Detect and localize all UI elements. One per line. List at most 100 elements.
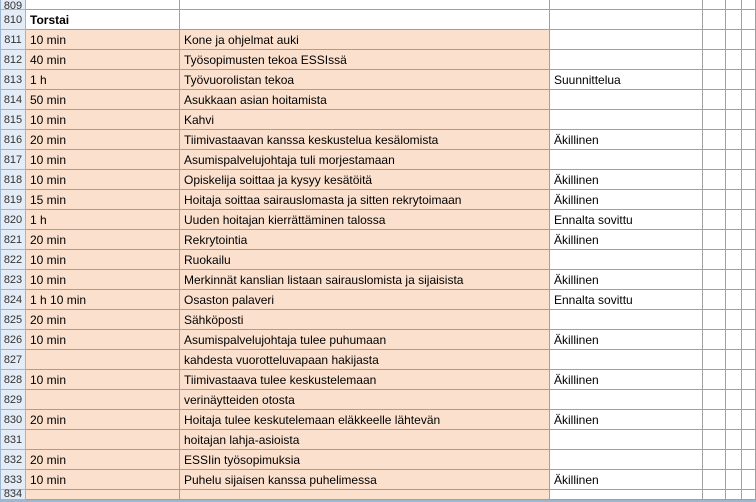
cell-g[interactable] <box>742 370 756 390</box>
cell-c[interactable]: Asumispalvelujohtaja tulee puhumaan <box>180 330 550 350</box>
cell-e[interactable] <box>703 230 726 250</box>
cell-b[interactable]: 1 h <box>26 70 180 90</box>
cell-b[interactable]: 40 min <box>26 50 180 70</box>
row-header[interactable]: 820 <box>0 210 26 230</box>
cell-d[interactable] <box>550 250 703 270</box>
cell-b[interactable]: 10 min <box>26 30 180 50</box>
cell-b[interactable]: 50 min <box>26 90 180 110</box>
cell-b[interactable] <box>26 490 180 500</box>
cell-b[interactable]: 20 min <box>26 130 180 150</box>
cell-f[interactable] <box>726 470 742 490</box>
cell-f[interactable] <box>726 170 742 190</box>
row-header[interactable]: 814 <box>0 90 26 110</box>
cell-f[interactable] <box>726 390 742 410</box>
cell-f[interactable] <box>726 450 742 470</box>
cell-e[interactable] <box>703 430 726 450</box>
cell-b[interactable]: Torstai <box>26 10 180 30</box>
cell-b[interactable]: 20 min <box>26 230 180 250</box>
cell-b[interactable]: 1 h 10 min <box>26 290 180 310</box>
cell-c[interactable]: Sähköposti <box>180 310 550 330</box>
cell-g[interactable] <box>742 50 756 70</box>
cell-c[interactable]: Osaston palaveri <box>180 290 550 310</box>
cell-e[interactable] <box>703 310 726 330</box>
cell-c[interactable]: Työvuorolistan tekoa <box>180 70 550 90</box>
cell-f[interactable] <box>726 210 742 230</box>
cell-b[interactable]: 1 h <box>26 210 180 230</box>
cell-g[interactable] <box>742 130 756 150</box>
row-header[interactable]: 834 <box>0 490 26 500</box>
cell-g[interactable] <box>742 190 756 210</box>
row-header[interactable]: 831 <box>0 430 26 450</box>
cell-e[interactable] <box>703 330 726 350</box>
cell-c[interactable]: kahdesta vuorotteluvapaan hakijasta <box>180 350 550 370</box>
row-header[interactable]: 828 <box>0 370 26 390</box>
cell-f[interactable] <box>726 110 742 130</box>
cell-b[interactable]: 10 min <box>26 270 180 290</box>
cell-c[interactable]: ESSIin työsopimuksia <box>180 450 550 470</box>
cell-f[interactable] <box>726 270 742 290</box>
row-header[interactable]: 817 <box>0 150 26 170</box>
cell-c[interactable]: Kone ja ohjelmat auki <box>180 30 550 50</box>
cell-e[interactable] <box>703 50 726 70</box>
cell-d[interactable] <box>550 450 703 470</box>
cell-d[interactable] <box>550 430 703 450</box>
row-header[interactable]: 827 <box>0 350 26 370</box>
cell-f[interactable] <box>726 370 742 390</box>
cell-g[interactable] <box>742 470 756 490</box>
cell-d[interactable] <box>550 30 703 50</box>
cell-d[interactable] <box>550 0 703 10</box>
cell-e[interactable] <box>703 130 726 150</box>
cell-d[interactable]: Suunnittelua <box>550 70 703 90</box>
row-header[interactable]: 822 <box>0 250 26 270</box>
cell-g[interactable] <box>742 170 756 190</box>
cell-e[interactable] <box>703 170 726 190</box>
cell-g[interactable] <box>742 270 756 290</box>
cell-g[interactable] <box>742 410 756 430</box>
row-header[interactable]: 812 <box>0 50 26 70</box>
cell-d[interactable]: Ennalta sovittu <box>550 290 703 310</box>
cell-e[interactable] <box>703 470 726 490</box>
cell-d[interactable] <box>550 310 703 330</box>
cell-g[interactable] <box>742 490 756 500</box>
cell-d[interactable]: Äkillinen <box>550 410 703 430</box>
cell-e[interactable] <box>703 390 726 410</box>
cell-b[interactable]: 20 min <box>26 410 180 430</box>
cell-g[interactable] <box>742 390 756 410</box>
cell-e[interactable] <box>703 30 726 50</box>
cell-c[interactable] <box>180 490 550 500</box>
cell-d[interactable] <box>550 150 703 170</box>
cell-g[interactable] <box>742 70 756 90</box>
cell-b[interactable]: 15 min <box>26 190 180 210</box>
cell-c[interactable]: Merkinnät kanslian listaan sairauslomist… <box>180 270 550 290</box>
cell-f[interactable] <box>726 10 742 30</box>
cell-c[interactable]: Hoitaja soittaa sairauslomasta ja sitten… <box>180 190 550 210</box>
cell-b[interactable]: 10 min <box>26 150 180 170</box>
row-header[interactable]: 811 <box>0 30 26 50</box>
cell-b[interactable]: 10 min <box>26 110 180 130</box>
cell-g[interactable] <box>742 450 756 470</box>
cell-f[interactable] <box>726 230 742 250</box>
cell-d[interactable]: Ennalta sovittu <box>550 210 703 230</box>
cell-e[interactable] <box>703 10 726 30</box>
cell-d[interactable] <box>550 10 703 30</box>
cell-g[interactable] <box>742 0 756 10</box>
cell-f[interactable] <box>726 70 742 90</box>
cell-f[interactable] <box>726 0 742 10</box>
cell-g[interactable] <box>742 90 756 110</box>
cell-e[interactable] <box>703 110 726 130</box>
row-header[interactable]: 819 <box>0 190 26 210</box>
cell-d[interactable]: Äkillinen <box>550 470 703 490</box>
cell-e[interactable] <box>703 410 726 430</box>
cell-f[interactable] <box>726 90 742 110</box>
cell-e[interactable] <box>703 0 726 10</box>
cell-b[interactable]: 10 min <box>26 470 180 490</box>
row-header[interactable]: 813 <box>0 70 26 90</box>
row-header[interactable]: 823 <box>0 270 26 290</box>
cell-d[interactable] <box>550 350 703 370</box>
row-header[interactable]: 826 <box>0 330 26 350</box>
cell-e[interactable] <box>703 270 726 290</box>
row-header[interactable]: 816 <box>0 130 26 150</box>
cell-d[interactable] <box>550 50 703 70</box>
row-header[interactable]: 815 <box>0 110 26 130</box>
cell-d[interactable]: Äkillinen <box>550 130 703 150</box>
